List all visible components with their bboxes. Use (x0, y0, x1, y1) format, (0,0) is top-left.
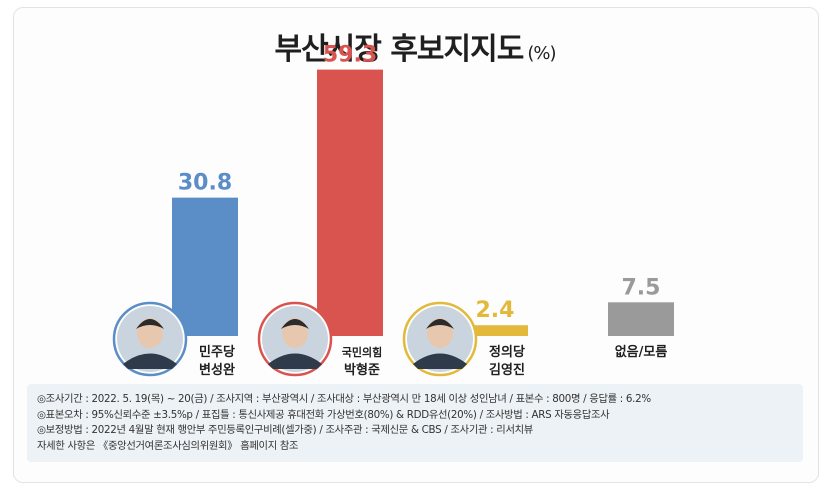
candidate-party: 국민의힘 (342, 345, 382, 359)
candidate-party: 정의당 (489, 344, 525, 360)
candidate-name: 박형준 (344, 362, 380, 378)
note-line: 자세한 사항은 《중앙선거여론조사심의위원회》 홈페이지 참조 (37, 439, 299, 452)
note-line: ◎표본오차 : 95%신뢰수준 ±3.5%p / 표집틀 : 통신사제공 휴대전… (37, 408, 610, 421)
bar-3 (608, 302, 674, 336)
note-line: ◎보정방법 : 2022년 4월말 현재 행안부 주민등록인구비례(셀가중) /… (37, 424, 533, 436)
portrait-suit (268, 353, 322, 369)
candidate-name: 김영진 (489, 362, 525, 378)
note-line: ◎조사기간 : 2022. 5. 19(목) ~ 20(금) / 조사지역 : … (37, 393, 651, 405)
portrait-hair (426, 319, 454, 329)
survey-notes: ◎조사기간 : 2022. 5. 19(목) ~ 20(금) / 조사지역 : … (27, 384, 803, 462)
portrait-hair (136, 319, 164, 329)
chart-title-unit: (%) (527, 43, 556, 64)
portrait-suit (413, 353, 467, 369)
portrait-hair (281, 319, 309, 329)
data-label: 30.8 (178, 171, 232, 196)
data-label: 7.5 (622, 275, 661, 300)
candidate-party: 민주당 (199, 344, 235, 360)
chart-title: 부산시장 후보지지도 (%) (0, 24, 830, 68)
bar-1 (317, 69, 383, 337)
portrait-suit (123, 353, 177, 369)
chart-title-text: 부산시장 후보지지도 (274, 32, 524, 67)
bar-2 (462, 325, 528, 336)
category-label: 없음/모름 (615, 344, 668, 360)
data-label: 2.4 (476, 298, 515, 323)
candidate-name: 변성완 (199, 363, 235, 378)
data-label: 59.3 (323, 43, 377, 68)
bar-0 (172, 197, 238, 336)
